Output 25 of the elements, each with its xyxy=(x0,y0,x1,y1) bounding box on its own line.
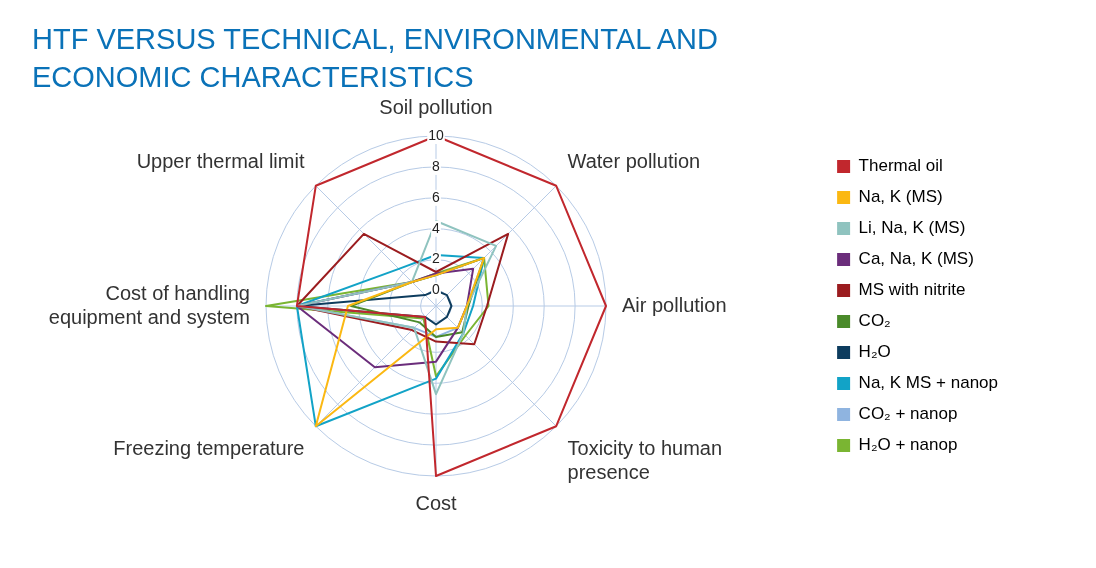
legend-label: H₂O + nanop xyxy=(858,435,958,455)
spoke-label: Cost of handling equipment and system xyxy=(48,281,250,328)
chart-title: HTF VERSUS TECHNICAL, ENVIRONMENTAL AND ECONOMIC CHARACTERISTICS xyxy=(32,22,719,95)
spoke-label: Toxicity to human presence xyxy=(567,437,723,484)
legend-label: Thermal oil xyxy=(858,156,943,176)
y-tick-label: 8 xyxy=(432,157,441,174)
legend-label: Li, Na, K (MS) xyxy=(858,218,966,238)
legend-label: Na, K MS + nanop xyxy=(858,373,998,393)
legend-label: Ca, Na, K (MS) xyxy=(858,249,974,269)
spoke-label: Upper thermal limit xyxy=(136,149,305,172)
legend-label: Na, K (MS) xyxy=(858,187,943,207)
y-tick-label: 0 xyxy=(432,281,441,298)
legend-label: H₂O xyxy=(858,342,891,362)
legend-label: CO₂ + nanop xyxy=(858,404,958,424)
y-tick-label: 4 xyxy=(432,219,441,236)
spoke-label: Air pollution xyxy=(622,293,727,316)
legend-label: CO₂ xyxy=(858,311,891,331)
spoke-label: Freezing temperature xyxy=(113,437,305,460)
spoke-label: Soil pollution xyxy=(379,95,493,118)
spoke-label: Water pollution xyxy=(567,149,701,172)
y-tick-label: 6 xyxy=(432,188,441,205)
legend-label: MS with nitrite xyxy=(858,280,966,300)
spoke-label: Cost xyxy=(415,491,457,514)
y-tick-label: 2 xyxy=(432,250,441,267)
y-tick-label: 10 xyxy=(428,126,444,143)
